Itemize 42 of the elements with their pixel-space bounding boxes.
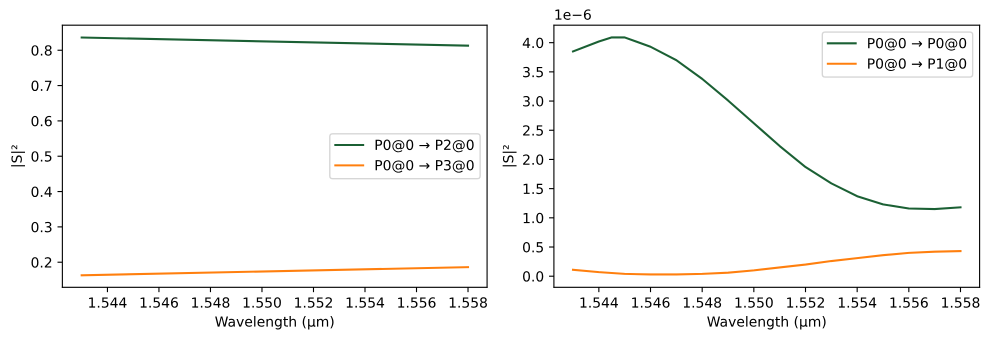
- x-tick-label: 1.552: [787, 297, 824, 308]
- x-tick-label: 1.554: [346, 297, 384, 308]
- x-axis-title: Wavelength (µm): [707, 316, 826, 330]
- y-tick-label: 2.0: [523, 154, 544, 165]
- y-tick-label: 0.0: [523, 271, 544, 282]
- x-tick-label: 1.558: [942, 297, 980, 308]
- y-axis-title: |S|²: [502, 145, 517, 166]
- y-tick-label: 0.3: [31, 222, 52, 232]
- x-tick-label: 1.548: [192, 297, 230, 308]
- x-tick-label: 1.556: [890, 297, 928, 308]
- y-tick-label: 3.5: [523, 66, 543, 78]
- x-tick-label: 1.544: [89, 297, 127, 308]
- y-tick-label: 0.5: [523, 242, 543, 252]
- y-axis-title: |S|²: [11, 145, 26, 166]
- y-tick-label: 1.0: [524, 212, 544, 224]
- y-tick-label: 4.0: [522, 38, 544, 48]
- x-tick-label: 1.552: [295, 297, 332, 308]
- y-tick-label: 0.4: [31, 186, 52, 198]
- x-tick-label: 1.550: [735, 297, 773, 308]
- x-axis-title: Wavelength (µm): [215, 316, 334, 330]
- x-tick-label: 1.544: [580, 297, 618, 308]
- x-tick-label: 1.546: [140, 297, 178, 308]
- y-tick-label: 1.5: [524, 184, 543, 194]
- x-tick-label: 1.550: [244, 297, 281, 308]
- y-tick-label: 2.5: [523, 125, 543, 136]
- y-tick-label: 0.7: [31, 80, 52, 92]
- text: 1e−6: [555, 9, 591, 20]
- x-tick-label: 1.546: [632, 297, 670, 308]
- x-tick-label: 1.548: [684, 297, 722, 308]
- legend-label: P0@0 → P2@0: [376, 140, 474, 152]
- x-tick-label: 1.556: [398, 297, 436, 308]
- legend-label: P0@0 → P3@0: [376, 160, 474, 173]
- y-tick-label: 0.6: [31, 116, 52, 126]
- line-series: [572, 250, 962, 276]
- y-tick-label: 3.0: [523, 96, 544, 107]
- y-tick-label: 0.8: [31, 45, 52, 56]
- legend-label: P0@0 → P1@0: [868, 58, 966, 72]
- y-tick-label: 0.5: [31, 151, 52, 162]
- legend-label: P0@0 → P0@0: [868, 38, 966, 51]
- x-tick-label: 1.558: [450, 297, 487, 308]
- x-tick-label: 1.554: [838, 297, 876, 308]
- y-tick-label: 0.2: [31, 257, 52, 268]
